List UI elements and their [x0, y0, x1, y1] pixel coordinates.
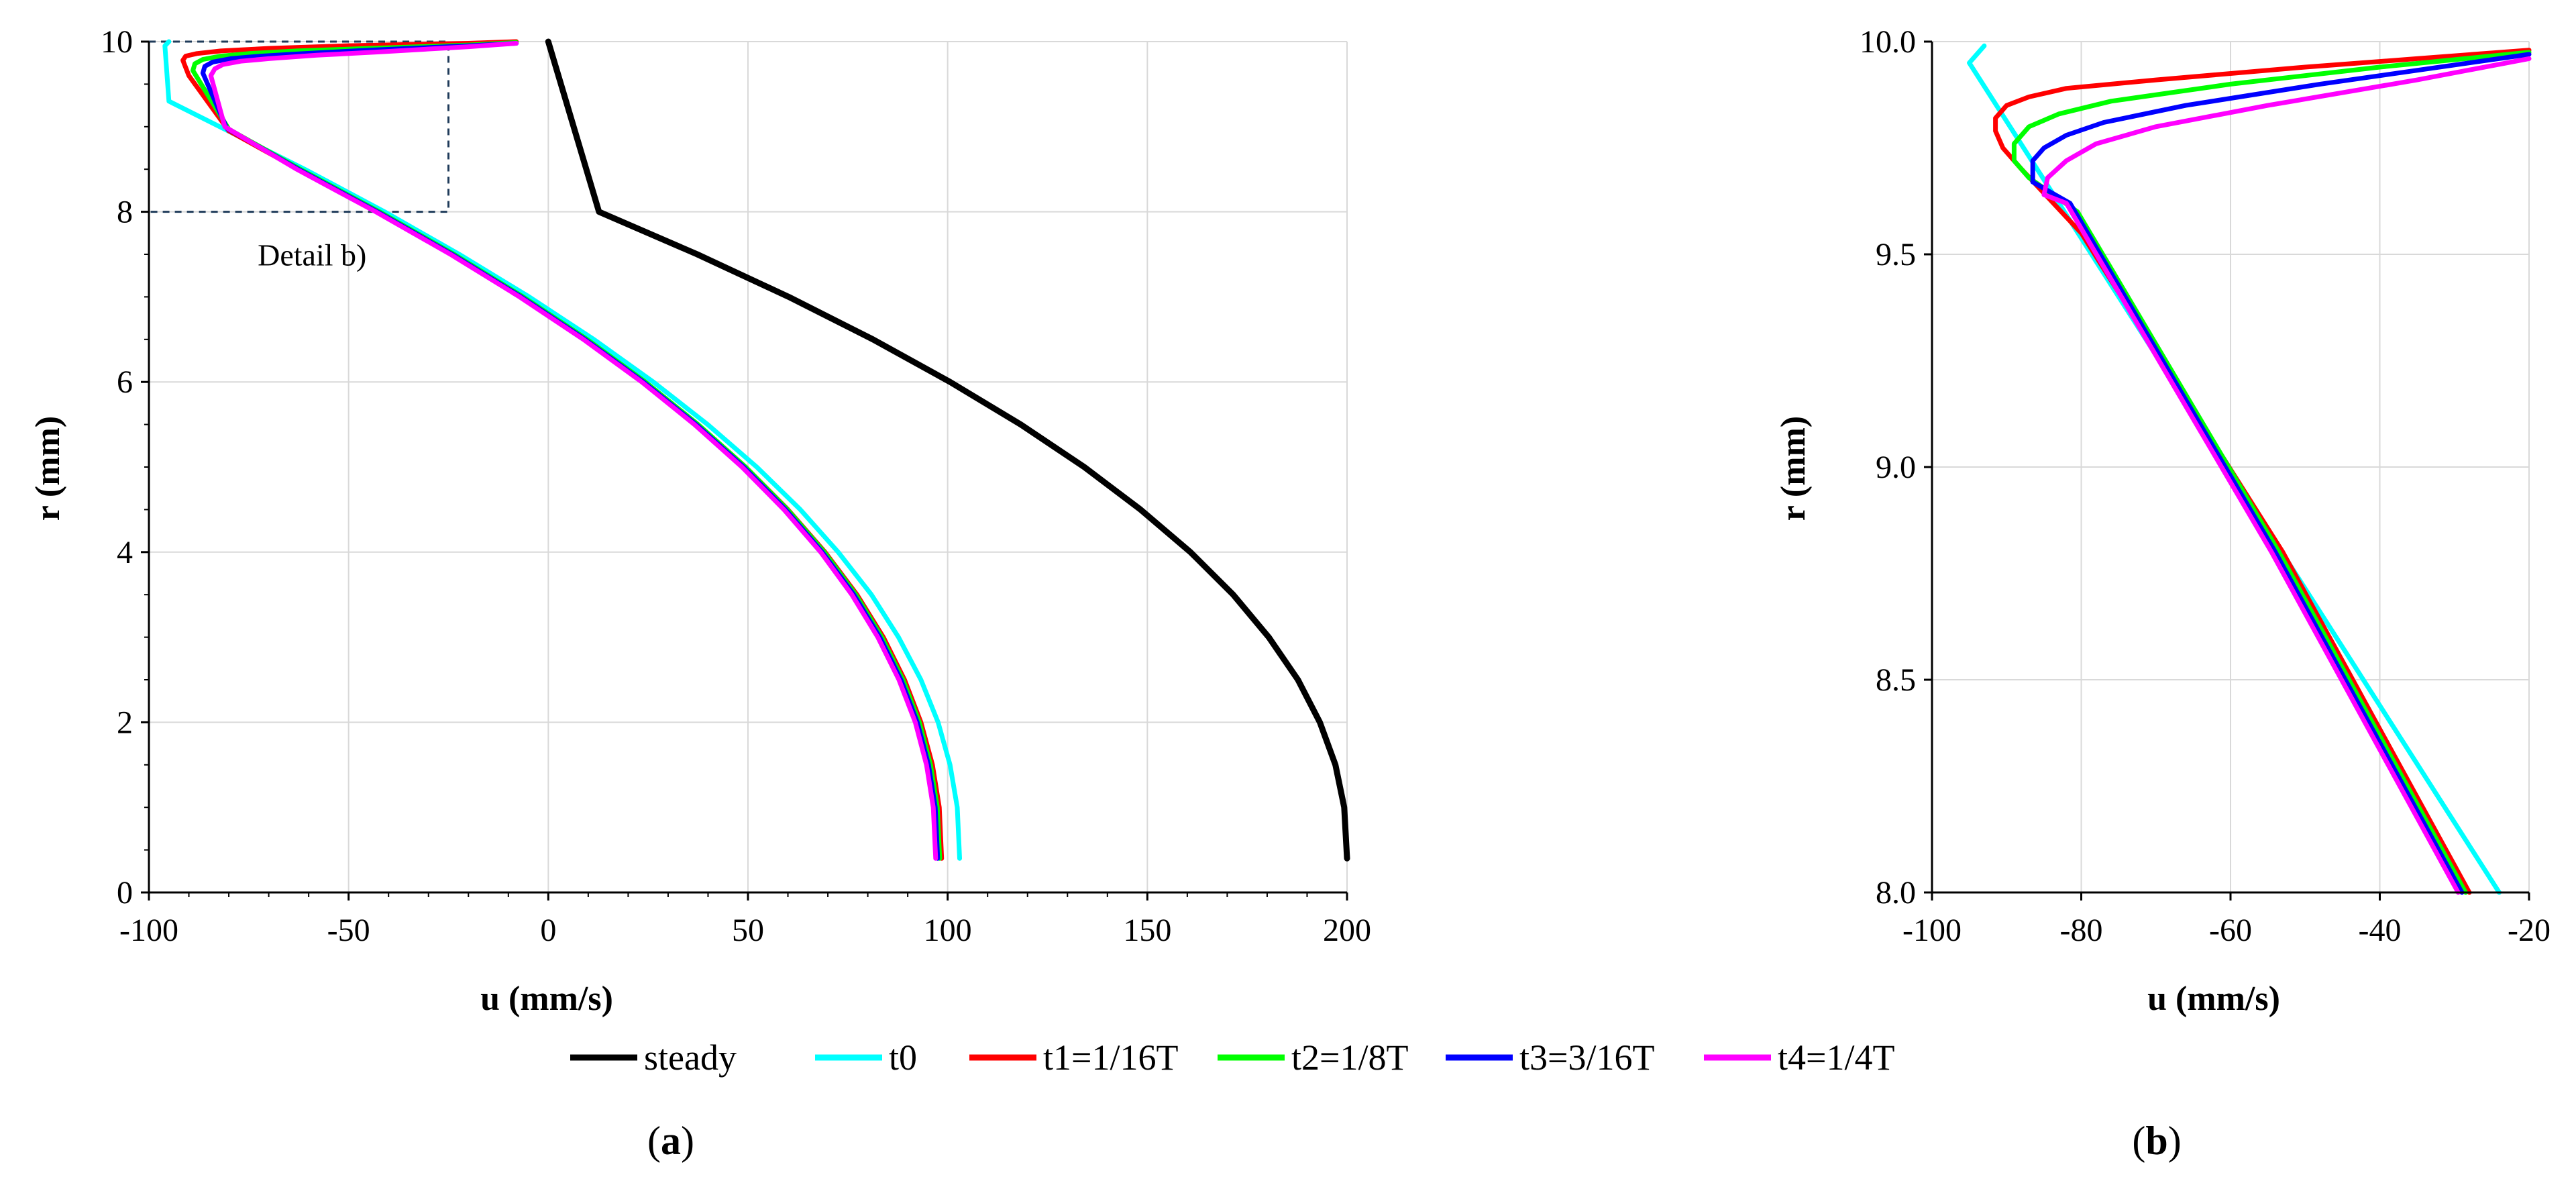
series-group-b [1967, 43, 2532, 895]
x-tick-label: 50 [732, 913, 764, 948]
chart-panel-a: Detail b) -100 -50 0 50 100 150 200 0 2 4 6 8 10 u (… [29, 24, 1371, 1018]
series-line-t4 [208, 41, 938, 861]
series-line-t3 [2030, 52, 2532, 895]
y-tick-label: 0 [117, 875, 133, 911]
series-line-t2 [191, 40, 943, 861]
detail-label: Detail b) [258, 238, 366, 272]
x-tick-label: -50 [327, 913, 370, 948]
y-axis-label-a: r (mm) [29, 416, 67, 521]
y-tick-label: 10.0 [1860, 24, 1916, 60]
detail-box: Detail b) [148, 40, 449, 272]
y-tick-label: 9.0 [1876, 450, 1916, 485]
x-tick-label: -20 [2508, 913, 2551, 948]
x-tick-label: 150 [1123, 913, 1171, 948]
panel-label-b-open: ( [2132, 1119, 2145, 1163]
series-line-steady [545, 38, 1350, 862]
series-line-t4 [2041, 56, 2532, 895]
y-tick-label: 6 [117, 364, 133, 400]
axes-a: -100 -50 0 50 100 150 200 0 2 4 6 8 10 [101, 24, 1371, 948]
x-tick-label: 0 [540, 913, 556, 948]
legend-label-t3: t3=3/16T [1519, 1037, 1654, 1078]
series-line-t0 [1967, 43, 2502, 895]
x-tick-label: 100 [924, 913, 972, 948]
x-tick-label: 200 [1323, 913, 1371, 948]
x-tick-label: -40 [2359, 913, 2402, 948]
panel-label-a-close: ) [681, 1119, 694, 1163]
panel-label-a-open: ( [647, 1119, 661, 1163]
series-group-a [162, 38, 1350, 862]
y-tick-label: 9.5 [1876, 237, 1916, 272]
legend-label-t1: t1=1/16T [1043, 1037, 1178, 1078]
y-axis-label-b: r (mm) [1774, 416, 1813, 521]
panel-label-b: (b) [2132, 1119, 2181, 1163]
x-axis-label-b: u (mm/s) [2147, 980, 2280, 1018]
legend-label-t4: t4=1/4T [1778, 1037, 1894, 1078]
legend-label-steady: steady [644, 1037, 737, 1078]
series-line-t3 [200, 41, 941, 861]
panel-label-a: (a) [647, 1119, 694, 1163]
y-tick-label: 2 [117, 705, 133, 740]
y-tick-label: 4 [117, 535, 133, 570]
y-tick-label: 10 [101, 24, 133, 60]
series-line-t1 [1993, 48, 2532, 895]
y-tick-label: 8 [117, 195, 133, 230]
x-tick-label: -100 [119, 913, 178, 948]
y-tick-label: 8.0 [1876, 875, 1916, 911]
x-tick-label: -100 [1902, 913, 1962, 948]
panel-label-a-letter: a [661, 1119, 681, 1163]
legend-label-t0: t0 [889, 1037, 917, 1078]
axes-b: -100 -80 -60 -40 -20 8.0 8.5 9.0 9.5 10.0 [1860, 24, 2551, 948]
legend: steady t0 t1=1/16T t2=1/8T t3=3/16T t4=1/4T [570, 1037, 1894, 1078]
x-tick-label: -60 [2209, 913, 2252, 948]
y-tick-label: 8.5 [1876, 662, 1916, 698]
series-line-t2 [2011, 50, 2532, 895]
panel-label-b-letter: b [2145, 1119, 2167, 1163]
x-axis-label-a: u (mm/s) [480, 980, 613, 1018]
panel-label-b-close: ) [2168, 1119, 2182, 1163]
chart-panel-b: -100 -80 -60 -40 -20 8.0 8.5 9.0 9.5 10.0 u (mm/s… [1774, 24, 2551, 1018]
detail-box-rect [148, 40, 449, 213]
x-tick-label: -80 [2060, 913, 2103, 948]
legend-label-t2: t2=1/8T [1291, 1037, 1408, 1078]
